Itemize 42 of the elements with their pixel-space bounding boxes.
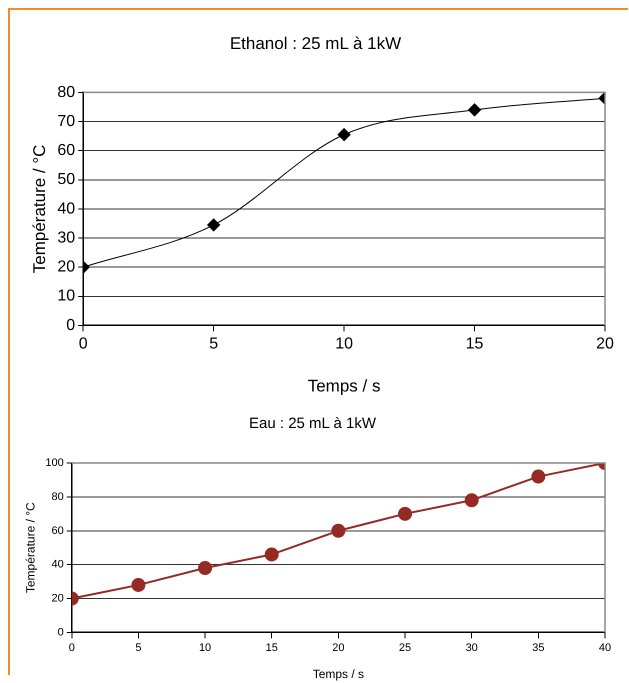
chart-title: Ethanol : 25 mL à 1kW	[230, 34, 402, 53]
x-tick-label: 20	[332, 642, 344, 654]
point	[464, 493, 479, 508]
x-tick-label: 10	[335, 335, 354, 352]
x-tick-label: 5	[209, 335, 218, 352]
x-tick-label: 40	[598, 642, 612, 654]
x-tick-label: 10	[198, 642, 212, 654]
chart-title: Eau : 25 mL à 1kW	[248, 415, 377, 432]
y-tick-label: 20	[52, 592, 64, 605]
y-tick-label: 0	[58, 626, 64, 638]
point	[531, 470, 546, 484]
x-tick-label: 25	[398, 642, 412, 654]
point	[198, 561, 212, 576]
y-tick-label: 70	[57, 112, 76, 130]
x-tick-label: 20	[596, 335, 614, 352]
y-tick-label: 30	[57, 229, 76, 246]
y-tick-label: 60	[52, 524, 64, 537]
y-tick-label: 10	[57, 288, 76, 305]
x-tick-label: 5	[135, 642, 142, 654]
y-tick-label: 0	[66, 316, 76, 334]
point	[131, 578, 146, 592]
x-axis-title: Temps / s	[308, 376, 380, 396]
x-tick-label: 35	[532, 642, 544, 654]
x-tick-label: 30	[466, 642, 478, 654]
y-axis-title: Température / °C	[24, 502, 38, 594]
point	[331, 524, 346, 538]
point	[338, 128, 351, 142]
y-tick-label: 80	[57, 84, 76, 101]
x-tick-label: 0	[78, 335, 88, 352]
x-tick-label: 15	[466, 335, 484, 352]
y-tick-label: 100	[45, 457, 64, 470]
y-tick-label: 60	[57, 142, 76, 160]
y-tick-label: 40	[52, 558, 64, 571]
point	[264, 547, 279, 562]
y-tick-label: 20	[57, 258, 76, 276]
y-tick-label: 80	[52, 490, 64, 503]
y-tick-label: 40	[57, 200, 76, 218]
y-tick-label: 50	[57, 171, 76, 188]
x-axis-title: Temps / s	[312, 667, 364, 682]
y-axis-title: Température / °C	[30, 144, 49, 274]
point	[398, 506, 412, 521]
x-tick-label: 15	[266, 642, 278, 654]
